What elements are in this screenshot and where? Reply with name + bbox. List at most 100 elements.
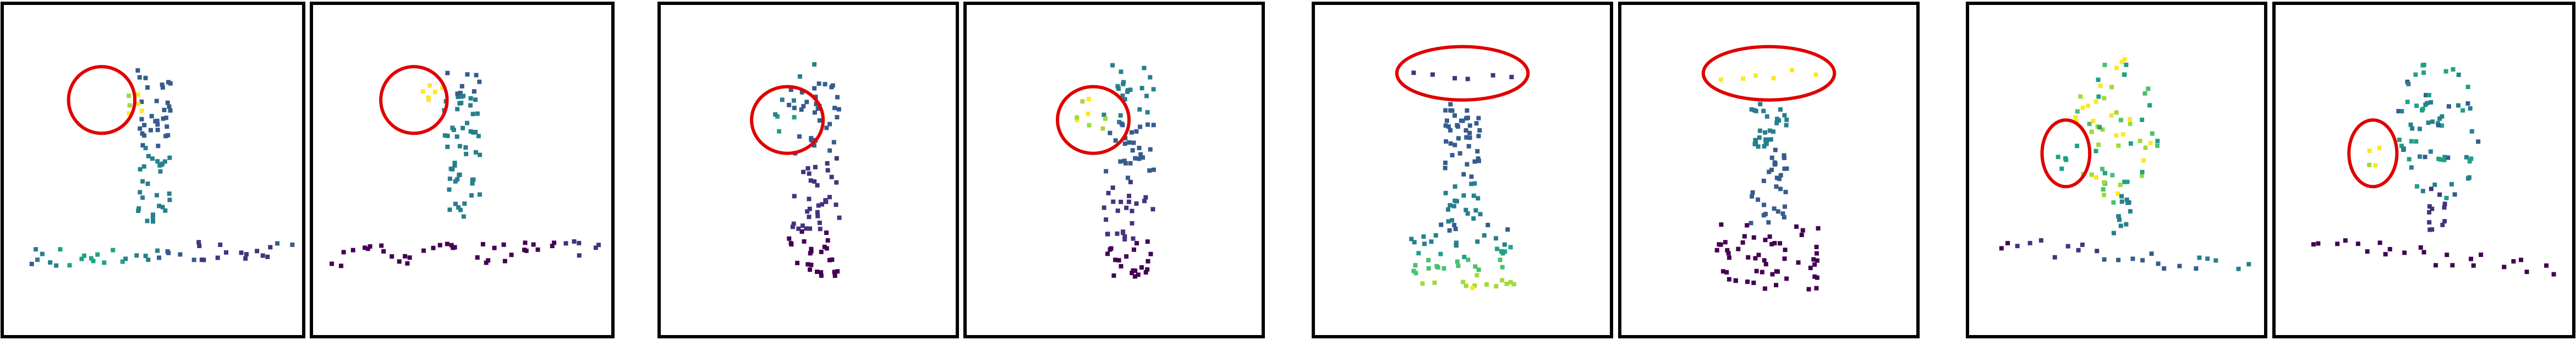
point-marker (1438, 251, 1443, 256)
point-marker (2377, 240, 2382, 245)
panel-8 (2272, 2, 2575, 338)
point-marker (458, 207, 463, 212)
point-marker (1740, 240, 1745, 245)
point-marker (1750, 194, 1755, 199)
point-marker (2468, 106, 2473, 111)
point-marker (155, 118, 160, 123)
point-marker (1774, 283, 1779, 288)
point-marker (1772, 162, 1777, 167)
point-marker (215, 255, 220, 260)
point-marker (2124, 222, 2129, 227)
point-marker (827, 122, 832, 127)
point-marker (812, 86, 817, 91)
point-marker (2418, 154, 2422, 159)
point-marker (2124, 198, 2129, 202)
point-marker (1772, 241, 1777, 246)
point-marker (1451, 204, 1456, 209)
point-marker (2456, 103, 2461, 108)
point-marker (1475, 273, 1479, 278)
point-marker (1457, 151, 1462, 156)
point-marker (1783, 248, 1788, 253)
point-marker (2110, 173, 2115, 178)
point-marker (809, 136, 814, 141)
point-marker (812, 62, 817, 67)
point-marker (486, 258, 491, 263)
point-marker (2427, 204, 2432, 209)
point-marker (166, 133, 171, 138)
point-marker (150, 156, 155, 161)
point-marker (1134, 129, 1139, 134)
point-marker (165, 100, 170, 105)
point-marker (596, 243, 601, 248)
point-marker (1086, 111, 1090, 116)
point-marker (1498, 257, 1503, 262)
point-marker (1453, 76, 1457, 81)
point-marker (1143, 195, 1148, 200)
point-marker (461, 94, 466, 98)
point-marker (1142, 199, 1147, 204)
point-marker (1504, 282, 1509, 287)
panel-6 (1618, 2, 1920, 338)
point-marker (1464, 116, 1468, 121)
point-marker (787, 236, 792, 241)
point-marker (805, 209, 810, 214)
point-marker (1442, 266, 1446, 271)
point-marker (822, 244, 827, 249)
point-marker (817, 220, 822, 225)
point-marker (1138, 152, 1143, 157)
point-marker (2102, 171, 2107, 176)
point-marker (1761, 213, 1766, 218)
point-marker (812, 179, 817, 184)
point-marker (809, 246, 814, 251)
point-marker (2440, 123, 2445, 128)
point-marker (809, 262, 814, 267)
point-marker (823, 198, 828, 203)
point-marker (807, 171, 812, 176)
point-marker (1473, 208, 1478, 213)
point-marker (1127, 140, 1132, 145)
point-marker (2430, 119, 2435, 124)
point-marker (2367, 149, 2372, 153)
point-marker (1771, 76, 1776, 81)
point-marker (1464, 283, 1468, 288)
point-marker (812, 110, 817, 115)
point-marker (1999, 246, 2004, 251)
point-marker (1111, 199, 1116, 204)
point-marker (2428, 149, 2433, 154)
point-marker (2078, 94, 2083, 99)
point-marker (2316, 241, 2321, 246)
point-marker (1430, 72, 1435, 77)
point-marker (1811, 257, 1816, 262)
point-marker (1439, 222, 1444, 227)
point-marker (1453, 113, 1457, 118)
point-marker (160, 85, 165, 90)
point-marker (1775, 209, 1780, 214)
point-marker (824, 125, 829, 130)
point-marker (461, 125, 465, 130)
point-marker (168, 81, 173, 86)
point-marker (255, 249, 260, 254)
point-marker (1476, 134, 1481, 139)
point-marker (2109, 113, 2114, 118)
point-marker (835, 269, 840, 274)
point-marker (81, 253, 86, 258)
point-marker (2524, 270, 2529, 275)
point-marker (1815, 258, 1819, 263)
point-marker (796, 226, 801, 231)
point-marker (1117, 119, 1122, 124)
point-marker (2038, 238, 2043, 243)
point-marker (1121, 81, 1126, 86)
point-marker (1446, 124, 1451, 129)
point-marker (127, 103, 132, 108)
point-marker (832, 106, 837, 111)
point-marker (1476, 116, 1481, 120)
point-marker (1749, 107, 1754, 112)
point-marker (1789, 68, 1794, 73)
point-marker (1484, 282, 1489, 287)
point-marker (524, 248, 529, 253)
point-marker (452, 161, 457, 166)
point-marker (2116, 143, 2121, 148)
point-marker (143, 75, 148, 80)
point-marker (816, 203, 821, 208)
point-marker (2150, 131, 2155, 136)
